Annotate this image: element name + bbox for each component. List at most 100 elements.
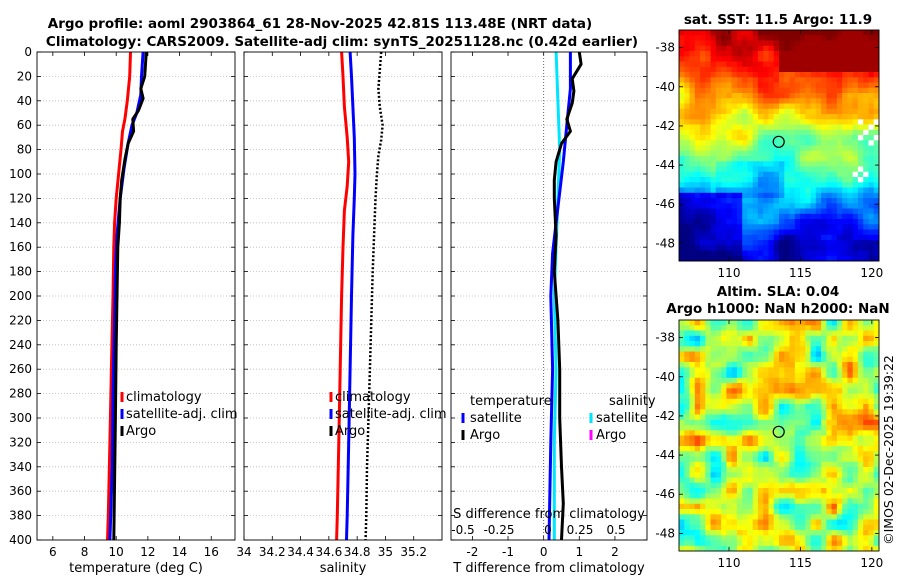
map-cell [773,51,780,57]
map-cell [794,488,801,494]
map-cell [821,488,827,494]
map-cell [789,124,796,131]
map-cell [815,192,822,199]
map-cell [768,187,775,194]
map-cell [715,108,722,115]
map-cell [831,419,838,426]
map-cell [700,93,706,99]
map-cell [710,129,717,136]
map-cell [784,503,790,510]
map-cell [689,51,696,57]
map-cell [815,108,822,115]
map-cell [747,482,754,489]
map-cell [852,430,859,436]
map-cell [831,224,838,230]
map-cell [689,498,696,505]
map-cell [757,166,764,173]
map-cell [800,124,806,131]
map-cell [810,129,817,136]
map-cell [752,377,759,384]
map-cell [779,245,785,251]
map-cell [863,440,869,447]
map-cell [821,140,827,146]
map-cell [831,503,838,510]
map-cell [831,409,838,415]
main-title-line2: Climatology: CARS2009. Satellite-adj cli… [46,34,638,50]
map-cell [794,192,801,199]
map-cell [789,203,796,209]
map-cell [736,367,743,373]
map-cell [736,446,743,452]
map-cell [800,219,806,225]
argo-position-marker [772,135,785,148]
map-cell [836,514,843,520]
map-cell [815,498,822,505]
map-cell [742,393,748,400]
map-cell [742,325,748,331]
map-cell [842,503,848,510]
map-cell [852,388,859,394]
map-cell [773,325,780,331]
map-cell [852,372,859,379]
map-cell [831,150,838,157]
map-cell [789,135,796,141]
map-cell [810,171,817,178]
map-cell [815,40,822,47]
map-cell [763,467,769,473]
map-cell [847,124,854,131]
map-cell [831,540,838,547]
map-cell [842,213,848,220]
map-cell [736,255,743,262]
series-line-climatology [335,52,351,540]
map-cell [731,320,738,326]
map-cell [742,40,748,47]
map-cell [794,171,801,178]
map-cell [810,93,817,99]
map-cell [694,224,701,230]
map-cell [731,530,738,536]
map-cell [736,87,743,94]
map-cell [800,477,806,484]
map-cell [831,234,838,241]
map-cell [852,440,859,447]
map-cell [710,346,717,352]
map-cell [831,171,838,178]
map-cell [873,208,880,215]
map-cell [873,330,880,337]
map-cell [763,61,769,68]
map-cell [831,435,838,442]
map-cell [773,320,780,326]
map-cell [736,330,743,337]
map-cell [679,524,685,531]
map-cell [815,540,822,547]
map-y-tick-label: -42 [655,119,675,133]
map-cell [779,219,785,225]
map-cell [805,166,811,173]
map-cell [694,425,701,431]
map-cell [847,219,854,225]
map-cell [726,129,733,136]
map-cell [694,456,701,463]
map-cell [731,150,738,157]
map-cell [763,119,769,125]
map-cell [821,108,827,115]
map-cell [689,346,696,352]
map-cell [789,362,796,368]
map-cell [831,108,838,115]
map-cell [805,177,811,183]
map-cell [873,530,880,536]
map-cell [700,103,706,110]
map-cell [779,367,785,373]
map-cell [868,351,875,358]
map-cell [752,435,759,442]
map-cell [794,477,801,484]
map-cell [768,103,775,110]
map-cell [726,461,733,468]
map-cell [831,535,838,541]
map-cell [726,509,733,515]
map-cell [721,229,727,236]
map-cell [710,498,717,505]
map-cell [836,367,843,373]
map-cell [868,103,875,110]
map-cell [784,540,790,547]
